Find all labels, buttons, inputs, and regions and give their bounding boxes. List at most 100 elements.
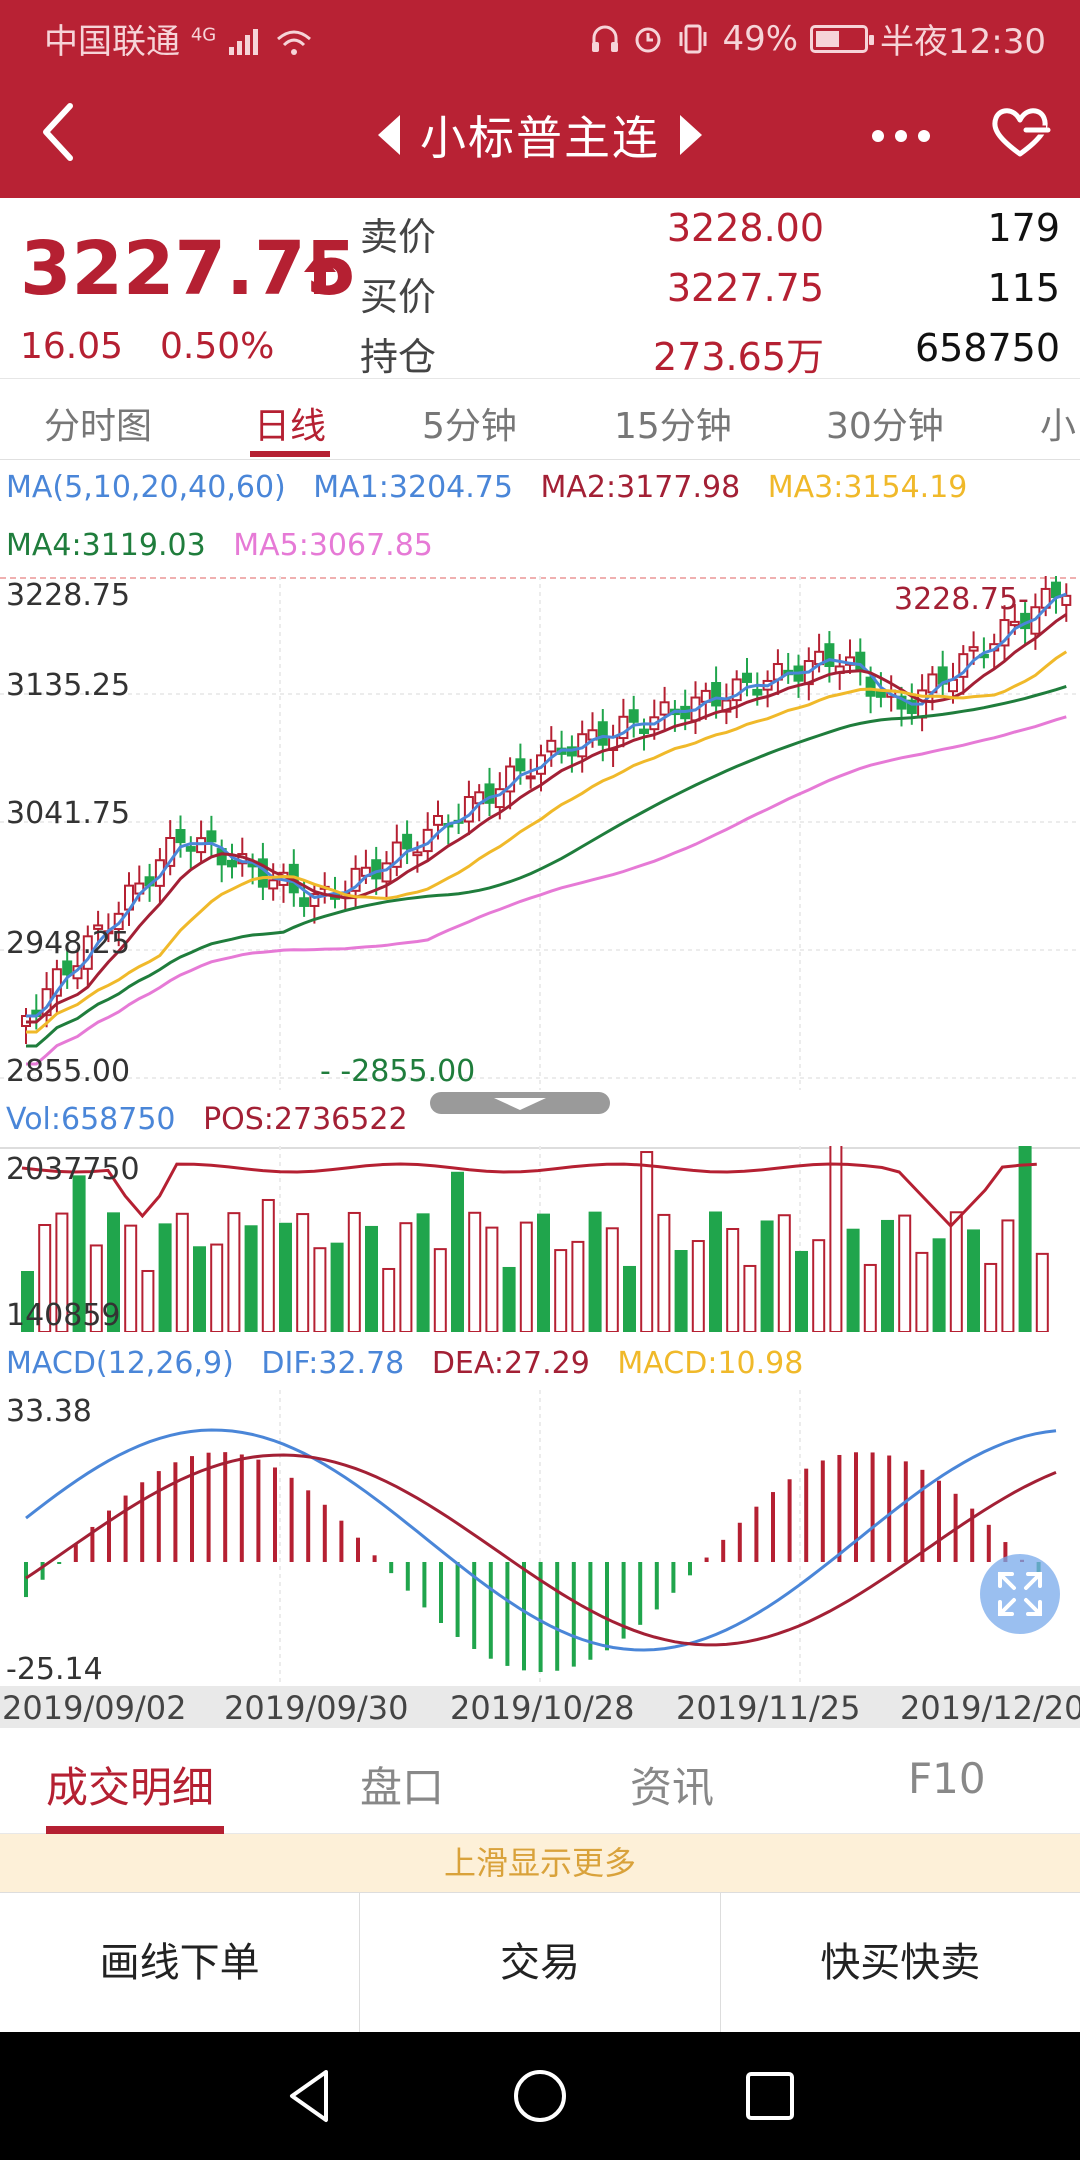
macd-bar — [472, 1562, 477, 1649]
macd-bar — [123, 1495, 128, 1562]
date-label-2: 2019/10/28 — [450, 1689, 635, 1727]
candle — [206, 830, 217, 843]
tab-hour[interactable]: 小 — [1040, 406, 1077, 447]
macd-bar — [372, 1555, 377, 1562]
battery-icon — [810, 24, 875, 53]
candle — [268, 879, 279, 890]
system-home-icon[interactable] — [510, 2066, 570, 2126]
tab-daily[interactable]: 日线 — [254, 406, 327, 447]
back-icon[interactable] — [30, 92, 100, 172]
macd-bar — [737, 1522, 742, 1562]
macd-bar — [937, 1480, 941, 1562]
date-label-4: 2019/12/20 — [900, 1689, 1080, 1727]
macd-bar — [1003, 1542, 1008, 1562]
macd-bar — [538, 1562, 543, 1672]
macd-bar — [621, 1562, 626, 1639]
signal-icon — [229, 29, 259, 55]
macd-bar — [571, 1562, 576, 1667]
volume-bar — [382, 1267, 396, 1332]
volume-bar — [399, 1222, 413, 1332]
macd-bar — [289, 1477, 294, 1562]
volume-bar — [38, 1224, 52, 1332]
volume-bar — [279, 1222, 292, 1332]
macd-bar — [704, 1557, 709, 1562]
candle — [412, 851, 423, 857]
tab-trade-details[interactable]: 成交明细 — [46, 1763, 215, 1812]
ma3-line — [26, 650, 1068, 1034]
tab-order-book[interactable]: 盘口 — [360, 1763, 445, 1812]
candle — [711, 682, 722, 707]
macd-bar — [389, 1562, 394, 1574]
volume-legend: Vol:658750 POS:2736522 — [6, 1102, 426, 1137]
ask-row: 卖价 3228.00 179 — [360, 206, 1060, 266]
volume-bar — [777, 1214, 791, 1332]
more-icon[interactable] — [866, 116, 936, 156]
macd-bar — [24, 1562, 28, 1598]
candle — [494, 788, 505, 809]
candle — [896, 695, 907, 710]
tab-5min[interactable]: 5分钟 — [422, 406, 517, 447]
volume-bar — [55, 1212, 69, 1332]
macd-bar — [455, 1562, 460, 1637]
candle — [484, 783, 495, 804]
swipe-up-hint[interactable]: 上滑显示更多 — [0, 1834, 1080, 1892]
next-icon[interactable] — [680, 115, 702, 155]
date-axis: 2019/09/02 2019/09/30 2019/10/28 2019/11… — [0, 1686, 1080, 1728]
ask-label: 卖价 — [360, 215, 437, 259]
tab-news[interactable]: 资讯 — [630, 1763, 715, 1812]
volume-bar — [726, 1227, 740, 1332]
volume-bar — [451, 1171, 464, 1332]
draw-line-order-button[interactable]: 画线下单 — [0, 1893, 361, 2032]
candle — [731, 678, 742, 702]
macd-bar — [820, 1460, 825, 1562]
network-type: 4G — [190, 24, 217, 46]
macd-value: MACD:10.98 — [617, 1346, 804, 1381]
volume-bar — [21, 1271, 34, 1332]
candle — [628, 709, 639, 723]
candle — [999, 619, 1010, 647]
collapse-handle-icon[interactable] — [430, 1090, 610, 1116]
macd-bar — [190, 1456, 194, 1562]
volume-chart[interactable] — [0, 1146, 1080, 1332]
candle — [227, 859, 237, 868]
macd-params: MACD(12,26,9) — [6, 1346, 234, 1381]
macd-bar — [903, 1461, 908, 1562]
tab-f10[interactable]: F10 — [908, 1754, 986, 1803]
macd-bar — [256, 1459, 261, 1562]
macd-bar — [505, 1562, 510, 1666]
volume-bar — [709, 1211, 722, 1332]
trade-button[interactable]: 交易 — [360, 1893, 721, 2032]
candle — [381, 862, 392, 883]
position-value: POS:2736522 — [203, 1102, 408, 1137]
page-title: 小标普主连 — [420, 111, 660, 165]
tab-30min[interactable]: 30分钟 — [826, 406, 944, 447]
prev-icon[interactable] — [378, 115, 400, 155]
candle — [391, 841, 402, 868]
favorite-heart-icon[interactable] — [988, 100, 1052, 164]
ma2-line — [26, 613, 1068, 1024]
quick-trade-button[interactable]: 快买快卖 — [820, 1940, 981, 1986]
nav-bar: 小标普主连 — [0, 72, 1080, 198]
system-back-icon[interactable] — [280, 2066, 340, 2126]
candle — [62, 960, 73, 976]
ma3-value: MA3:3154.19 — [767, 470, 968, 505]
candle — [824, 643, 835, 667]
macd-bar — [605, 1562, 609, 1651]
fullscreen-expand-icon[interactable] — [980, 1554, 1060, 1634]
macd-chart[interactable] — [0, 1390, 1080, 1686]
tab-15min[interactable]: 15分钟 — [614, 406, 732, 447]
system-recent-apps-icon[interactable] — [740, 2066, 800, 2126]
ma-legend-row-2: MA4:3119.03 MA5:3067.85 — [6, 528, 451, 563]
volume-axis-top: 2037750 — [6, 1152, 140, 1187]
volume-bar — [640, 1151, 654, 1332]
ma-legend-row-1: MA(5,10,20,40,60) MA1:3204.75 MA2:3177.9… — [6, 470, 985, 505]
candlestick-chart[interactable] — [0, 576, 1080, 1090]
volume-bar — [743, 1264, 757, 1332]
ma1-line — [26, 592, 1067, 1018]
quote-panel: 3227.75 16.05 0.50% 卖价 3228.00 179 买价 32… — [0, 198, 1080, 379]
candle — [597, 721, 608, 746]
candle — [546, 739, 557, 753]
active-info-tab-indicator — [46, 1826, 224, 1834]
tab-intraday[interactable]: 分时图 — [44, 406, 153, 447]
date-label-1: 2019/09/30 — [224, 1689, 409, 1727]
